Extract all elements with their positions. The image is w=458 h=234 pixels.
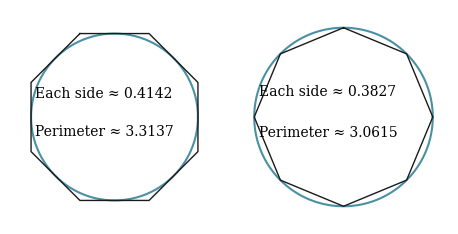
Text: Each side ≈ 0.3827: Each side ≈ 0.3827 [259,85,396,99]
Text: Perimeter ≈ 3.0615: Perimeter ≈ 3.0615 [259,126,398,140]
Text: Each side ≈ 0.4142: Each side ≈ 0.4142 [35,87,173,101]
Text: Perimeter ≈ 3.3137: Perimeter ≈ 3.3137 [35,125,174,139]
